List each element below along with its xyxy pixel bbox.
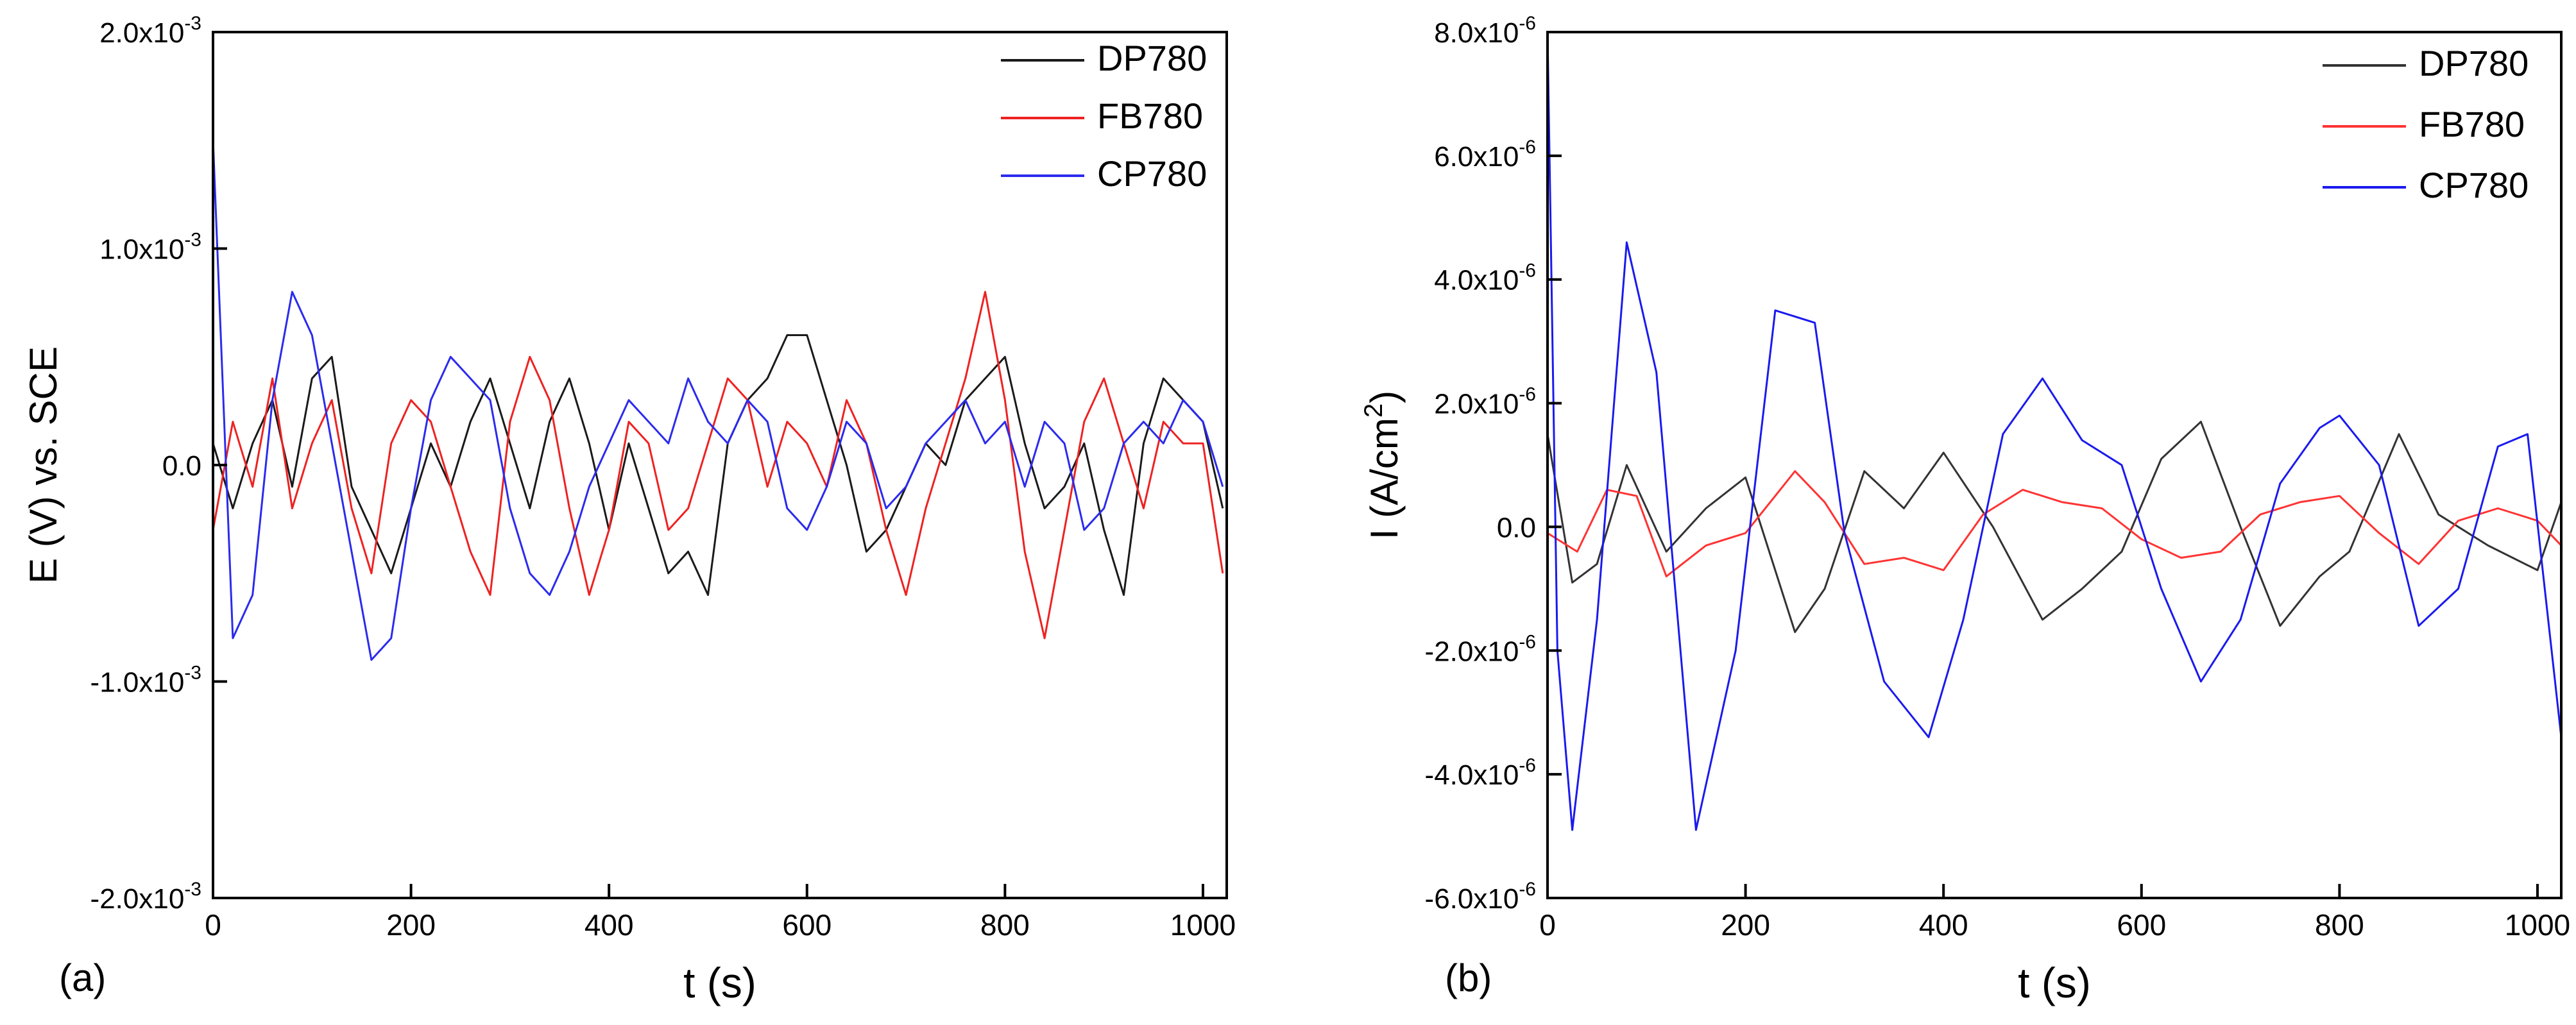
legend-label-cp780: CP780 — [1097, 153, 1207, 194]
y-tick-mantissa: -2.0x10 — [90, 883, 185, 915]
y-tick-label: 6.0x10-6 — [1434, 137, 1536, 173]
panel-b-label: (b) — [1445, 956, 1492, 999]
y-tick-exponent: -6 — [1519, 260, 1536, 282]
panel-a: 0 200 400 600 800 1000-2.0x10-3-1.0x10-30.01.… — [22, 13, 1236, 1006]
y-tick-exponent: -6 — [1519, 879, 1536, 900]
y-tick-exponent: -3 — [184, 663, 201, 684]
legend-label-dp780: DP780 — [1097, 38, 1207, 78]
y-tick-exponent: -6 — [1519, 137, 1536, 158]
panel-b: 0 200 400 600 800 1000-6.0x10-6-4.0x10-6-2.0x… — [1360, 13, 2570, 1006]
series-line-dp780 — [1546, 421, 2563, 633]
panel-b-y-axis-label-main: I (A/cm — [1363, 418, 1406, 539]
y-tick-label: -2.0x10-3 — [90, 879, 201, 915]
legend-label-dp780: DP780 — [2419, 43, 2529, 83]
y-tick-exponent: -6 — [1519, 13, 1536, 34]
x-tick-label: 400 — [584, 908, 634, 942]
x-tick-label: 0 — [1539, 908, 1556, 942]
y-tick-mantissa: -4.0x10 — [1425, 759, 1519, 791]
series-line-cp780 — [212, 140, 1224, 661]
y-tick-label: -1.0x10-3 — [90, 663, 201, 699]
x-tick-label: 400 — [1919, 908, 1968, 942]
y-tick-mantissa: -1.0x10 — [90, 667, 185, 699]
x-tick-label: 600 — [782, 908, 832, 942]
y-tick-exponent: -3 — [184, 13, 201, 34]
y-tick-label: -6.0x10-6 — [1425, 879, 1536, 915]
y-tick-label: 0.0 — [162, 450, 201, 482]
x-tick-label: 800 — [980, 908, 1030, 942]
series-line-cp780 — [1546, 31, 2563, 831]
series-line-dp780 — [212, 334, 1224, 596]
legend-label-cp780: CP780 — [2419, 165, 2529, 205]
y-tick-label: -4.0x10-6 — [1425, 755, 1536, 791]
y-tick-label: -2.0x10-6 — [1425, 631, 1536, 667]
series-line-fb780 — [1547, 470, 2563, 578]
panel-b-y-axis-label-tail: ) — [1363, 391, 1406, 403]
y-tick-mantissa: 2.0x10 — [99, 17, 184, 49]
x-tick-label: 200 — [1721, 908, 1770, 942]
legend-label-fb780: FB780 — [2419, 104, 2525, 144]
panel-a-series-lines — [212, 140, 1224, 661]
panel-b-legend: DP780 FB780 CP780 — [2323, 43, 2529, 205]
y-tick-exponent: -3 — [184, 879, 201, 900]
legend-label-fb780: FB780 — [1097, 96, 1203, 136]
x-tick-label: 600 — [2117, 908, 2166, 942]
y-tick-mantissa: 2.0x10 — [1434, 389, 1519, 420]
y-tick-exponent: -6 — [1519, 384, 1536, 405]
panel-a-legend: DP780 FB780 CP780 — [1001, 38, 1207, 194]
y-tick-mantissa: -6.0x10 — [1425, 883, 1519, 915]
y-tick-mantissa: 8.0x10 — [1434, 17, 1519, 49]
y-tick-label: 0.0 — [1497, 512, 1536, 543]
y-tick-mantissa: 6.0x10 — [1434, 141, 1519, 173]
panel-b-y-axis-label-sup: 2 — [1360, 403, 1388, 418]
panel-a-x-axis-label: t (s) — [683, 959, 756, 1006]
y-tick-mantissa: 1.0x10 — [99, 234, 184, 266]
y-tick-exponent: -3 — [184, 230, 201, 251]
panel-a-label: (a) — [59, 956, 106, 999]
x-tick-label: 1000 — [1170, 908, 1236, 942]
y-tick-label: 4.0x10-6 — [1434, 260, 1536, 296]
x-tick-label: 200 — [386, 908, 436, 942]
x-tick-label: 800 — [2315, 908, 2364, 942]
y-tick-exponent: -6 — [1519, 631, 1536, 652]
panel-b-y-axis-label: I (A/cm2) — [1360, 391, 1406, 539]
y-tick-mantissa: 0.0 — [1497, 512, 1536, 543]
y-tick-label: 8.0x10-6 — [1434, 13, 1536, 49]
x-tick-label: 0 — [205, 908, 221, 942]
x-tick-label: 1000 — [2505, 908, 2570, 942]
panel-b-x-axis-label: t (s) — [2018, 959, 2091, 1006]
y-tick-mantissa: 4.0x10 — [1434, 265, 1519, 296]
y-tick-label: 1.0x10-3 — [99, 230, 201, 266]
y-tick-exponent: -6 — [1519, 755, 1536, 776]
series-line-fb780 — [212, 291, 1224, 640]
panel-a-ticks: 0 200 400 600 800 1000-2.0x10-3-1.0x10-30.01.… — [90, 13, 1236, 942]
panel-b-plot-frame — [1546, 31, 2563, 899]
panel-b-ticks: 0 200 400 600 800 1000-6.0x10-6-4.0x10-6-2.0x… — [1425, 13, 2571, 942]
y-tick-label: 2.0x10-6 — [1434, 384, 1536, 420]
y-tick-label: 2.0x10-3 — [99, 13, 201, 49]
y-tick-mantissa: 0.0 — [162, 450, 201, 482]
panel-b-series-lines — [1546, 31, 2563, 831]
y-tick-mantissa: -2.0x10 — [1425, 636, 1519, 667]
panel-a-y-axis-label: E (V) vs. SCE — [22, 346, 65, 584]
